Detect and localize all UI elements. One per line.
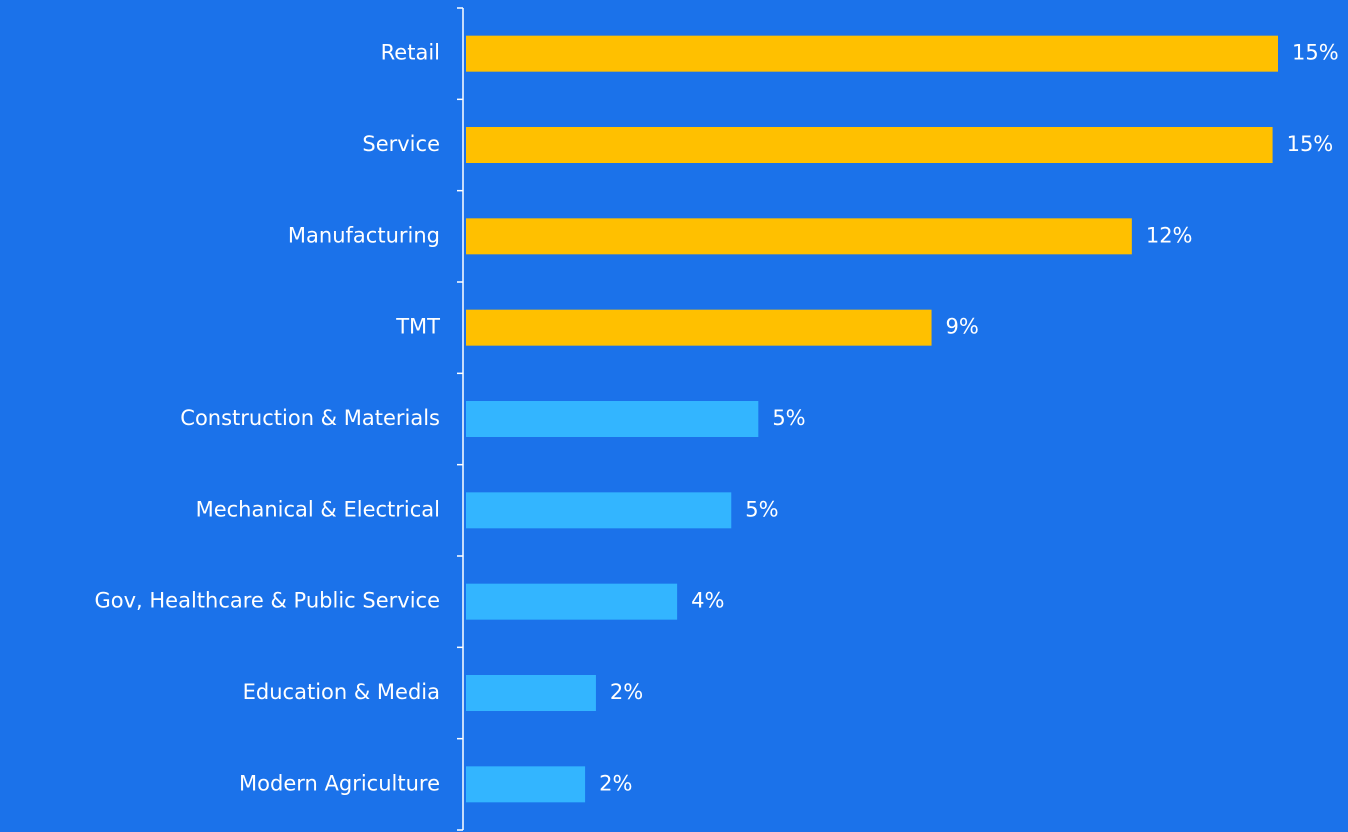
category-label: TMT bbox=[395, 315, 440, 339]
value-label: 12% bbox=[1146, 223, 1193, 247]
value-label: 4% bbox=[691, 589, 724, 613]
bar bbox=[466, 675, 596, 711]
bar bbox=[466, 218, 1132, 255]
value-label: 15% bbox=[1292, 41, 1339, 65]
value-label: 2% bbox=[599, 771, 632, 795]
value-label: 15% bbox=[1287, 132, 1334, 156]
bar bbox=[466, 766, 586, 803]
bar bbox=[466, 35, 1278, 72]
value-label: 2% bbox=[610, 680, 643, 704]
bar bbox=[466, 127, 1273, 163]
category-label: Mechanical & Electrical bbox=[196, 497, 440, 521]
value-label: 5% bbox=[772, 406, 805, 430]
category-label: Education & Media bbox=[243, 680, 440, 704]
bar bbox=[466, 309, 932, 346]
category-label: Construction & Materials bbox=[180, 406, 440, 430]
value-label: 9% bbox=[946, 315, 979, 339]
bar bbox=[466, 401, 759, 437]
category-label: Modern Agriculture bbox=[239, 771, 440, 795]
category-label: Gov, Healthcare & Public Service bbox=[94, 589, 440, 613]
value-label: 5% bbox=[745, 497, 778, 521]
category-label: Manufacturing bbox=[288, 223, 440, 247]
bar bbox=[466, 583, 678, 620]
category-label: Retail bbox=[381, 41, 440, 65]
bar bbox=[466, 492, 732, 529]
category-label: Service bbox=[362, 132, 440, 156]
